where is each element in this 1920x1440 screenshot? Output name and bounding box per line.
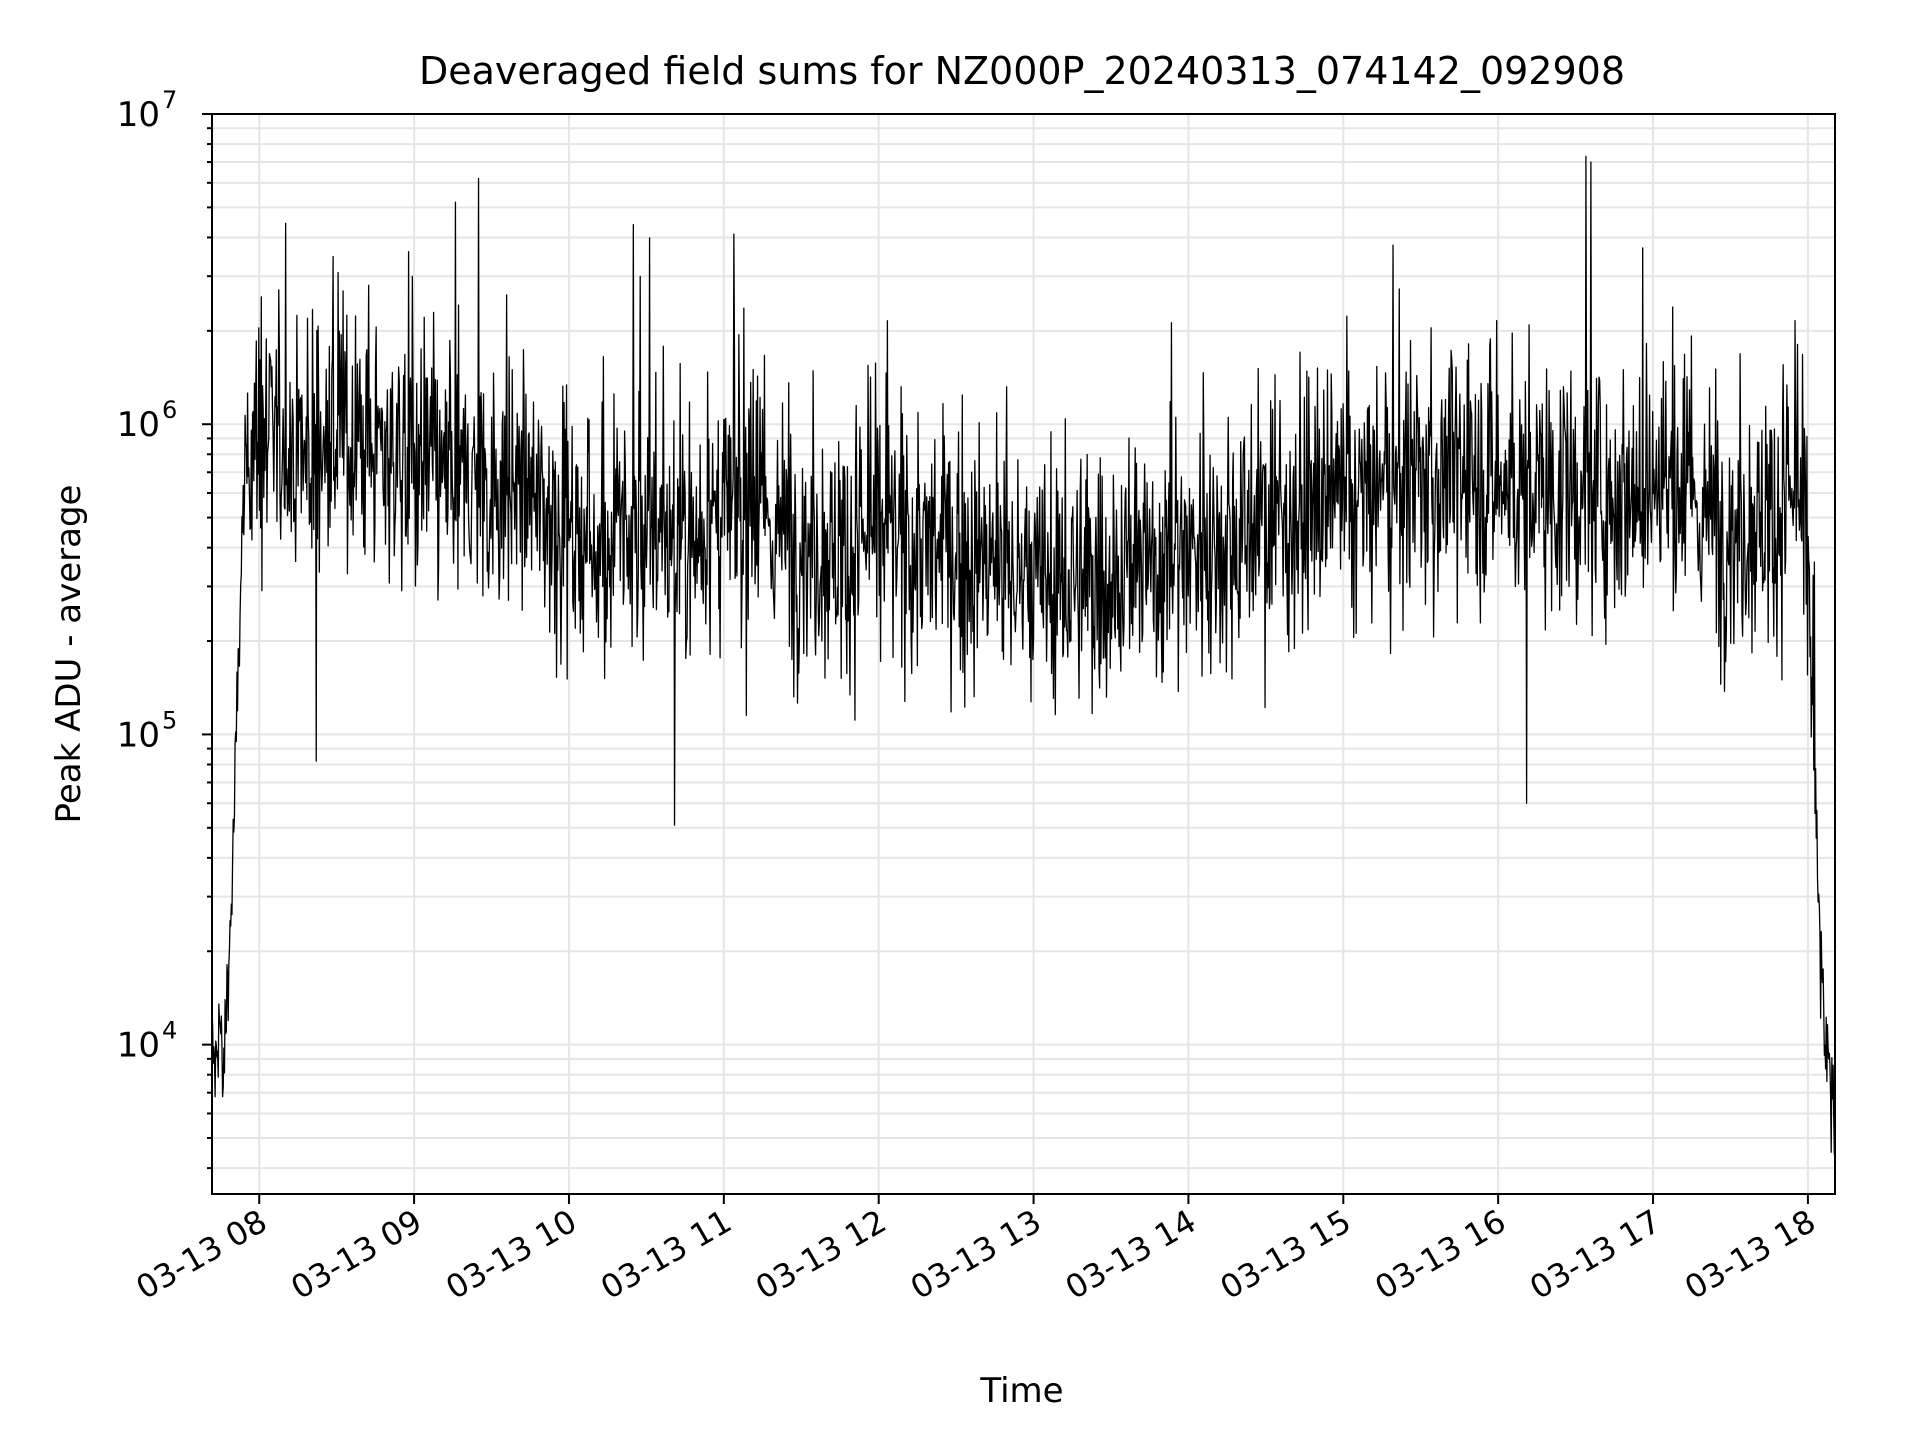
y-tick-label: 10 (117, 715, 160, 755)
y-axis-label: Peak ADU - average (49, 485, 89, 824)
grid (212, 113, 1835, 1194)
y-tick-exponent: 4 (162, 1017, 177, 1045)
y-tick-label: 10 (117, 95, 160, 135)
plot-frame (211, 113, 1836, 1195)
y-tick-label: 10 (117, 405, 160, 445)
chart-title: Deaveraged field sums for NZ000P_2024031… (419, 49, 1625, 93)
y-tick-label: 10 (117, 1026, 160, 1066)
y-tick-exponent: 6 (162, 396, 177, 424)
series-layer (212, 155, 1835, 1155)
y-tick-exponent: 5 (162, 706, 177, 734)
y-tick-exponent: 7 (162, 86, 177, 114)
x-axis-label: Time (979, 1371, 1063, 1411)
series-line (212, 155, 1835, 1155)
